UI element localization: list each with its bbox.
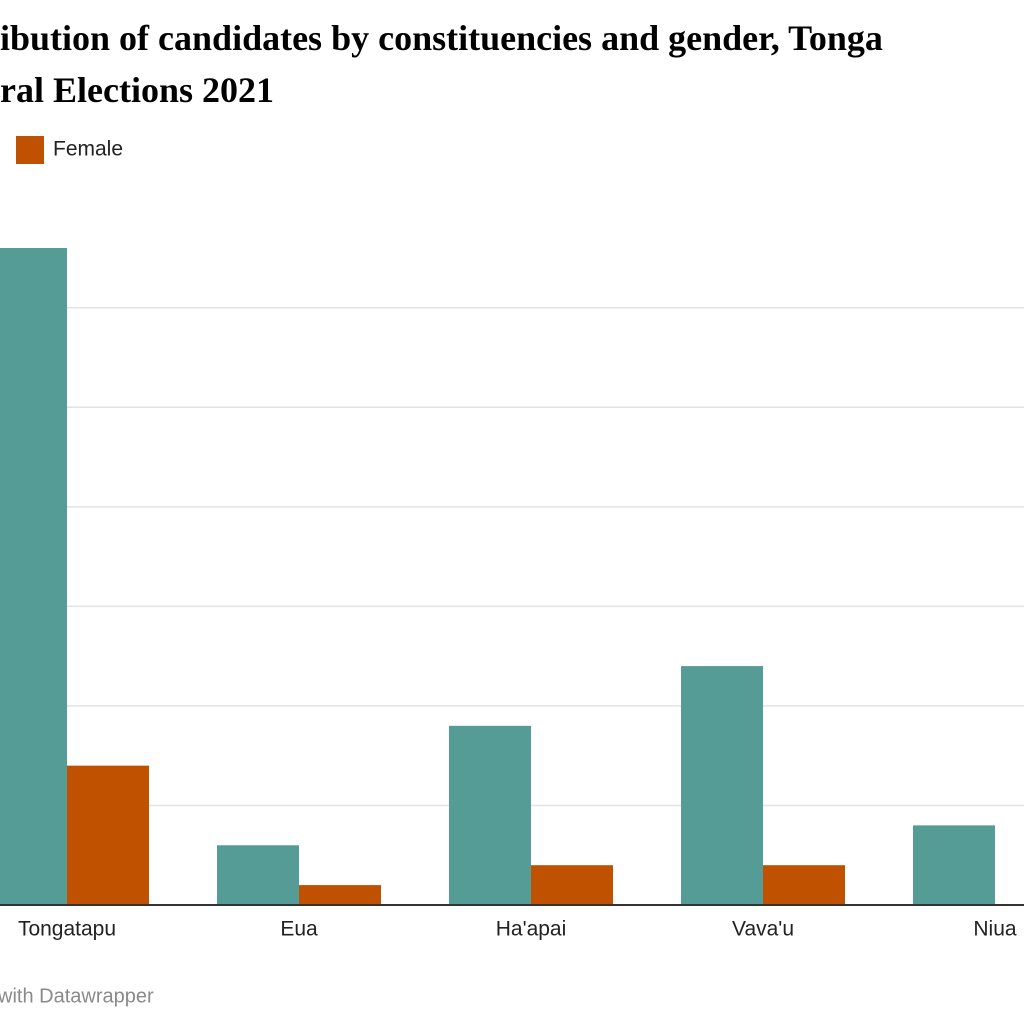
bar [0, 248, 67, 905]
x-tick-label: Eua [280, 918, 318, 941]
legend-label: Female [53, 138, 123, 161]
bar [763, 865, 845, 905]
x-tick-label: Tongatapu [18, 918, 116, 941]
bar [681, 666, 763, 905]
footer: with Datawrapper [0, 985, 154, 1007]
bar [67, 765, 149, 905]
bar [299, 885, 381, 905]
x-tick-label: Vava'u [732, 918, 794, 941]
legend-swatch [16, 136, 44, 164]
chart-title: ibution of candidates by constituencies … [0, 18, 883, 58]
x-tick-label: Ha'apai [496, 918, 567, 941]
bar [217, 845, 299, 905]
chart-title: ral Elections 2021 [0, 70, 274, 110]
bar [449, 725, 531, 905]
bar [913, 825, 995, 905]
x-tick-label: Niua [973, 918, 1017, 941]
bar [531, 865, 613, 905]
